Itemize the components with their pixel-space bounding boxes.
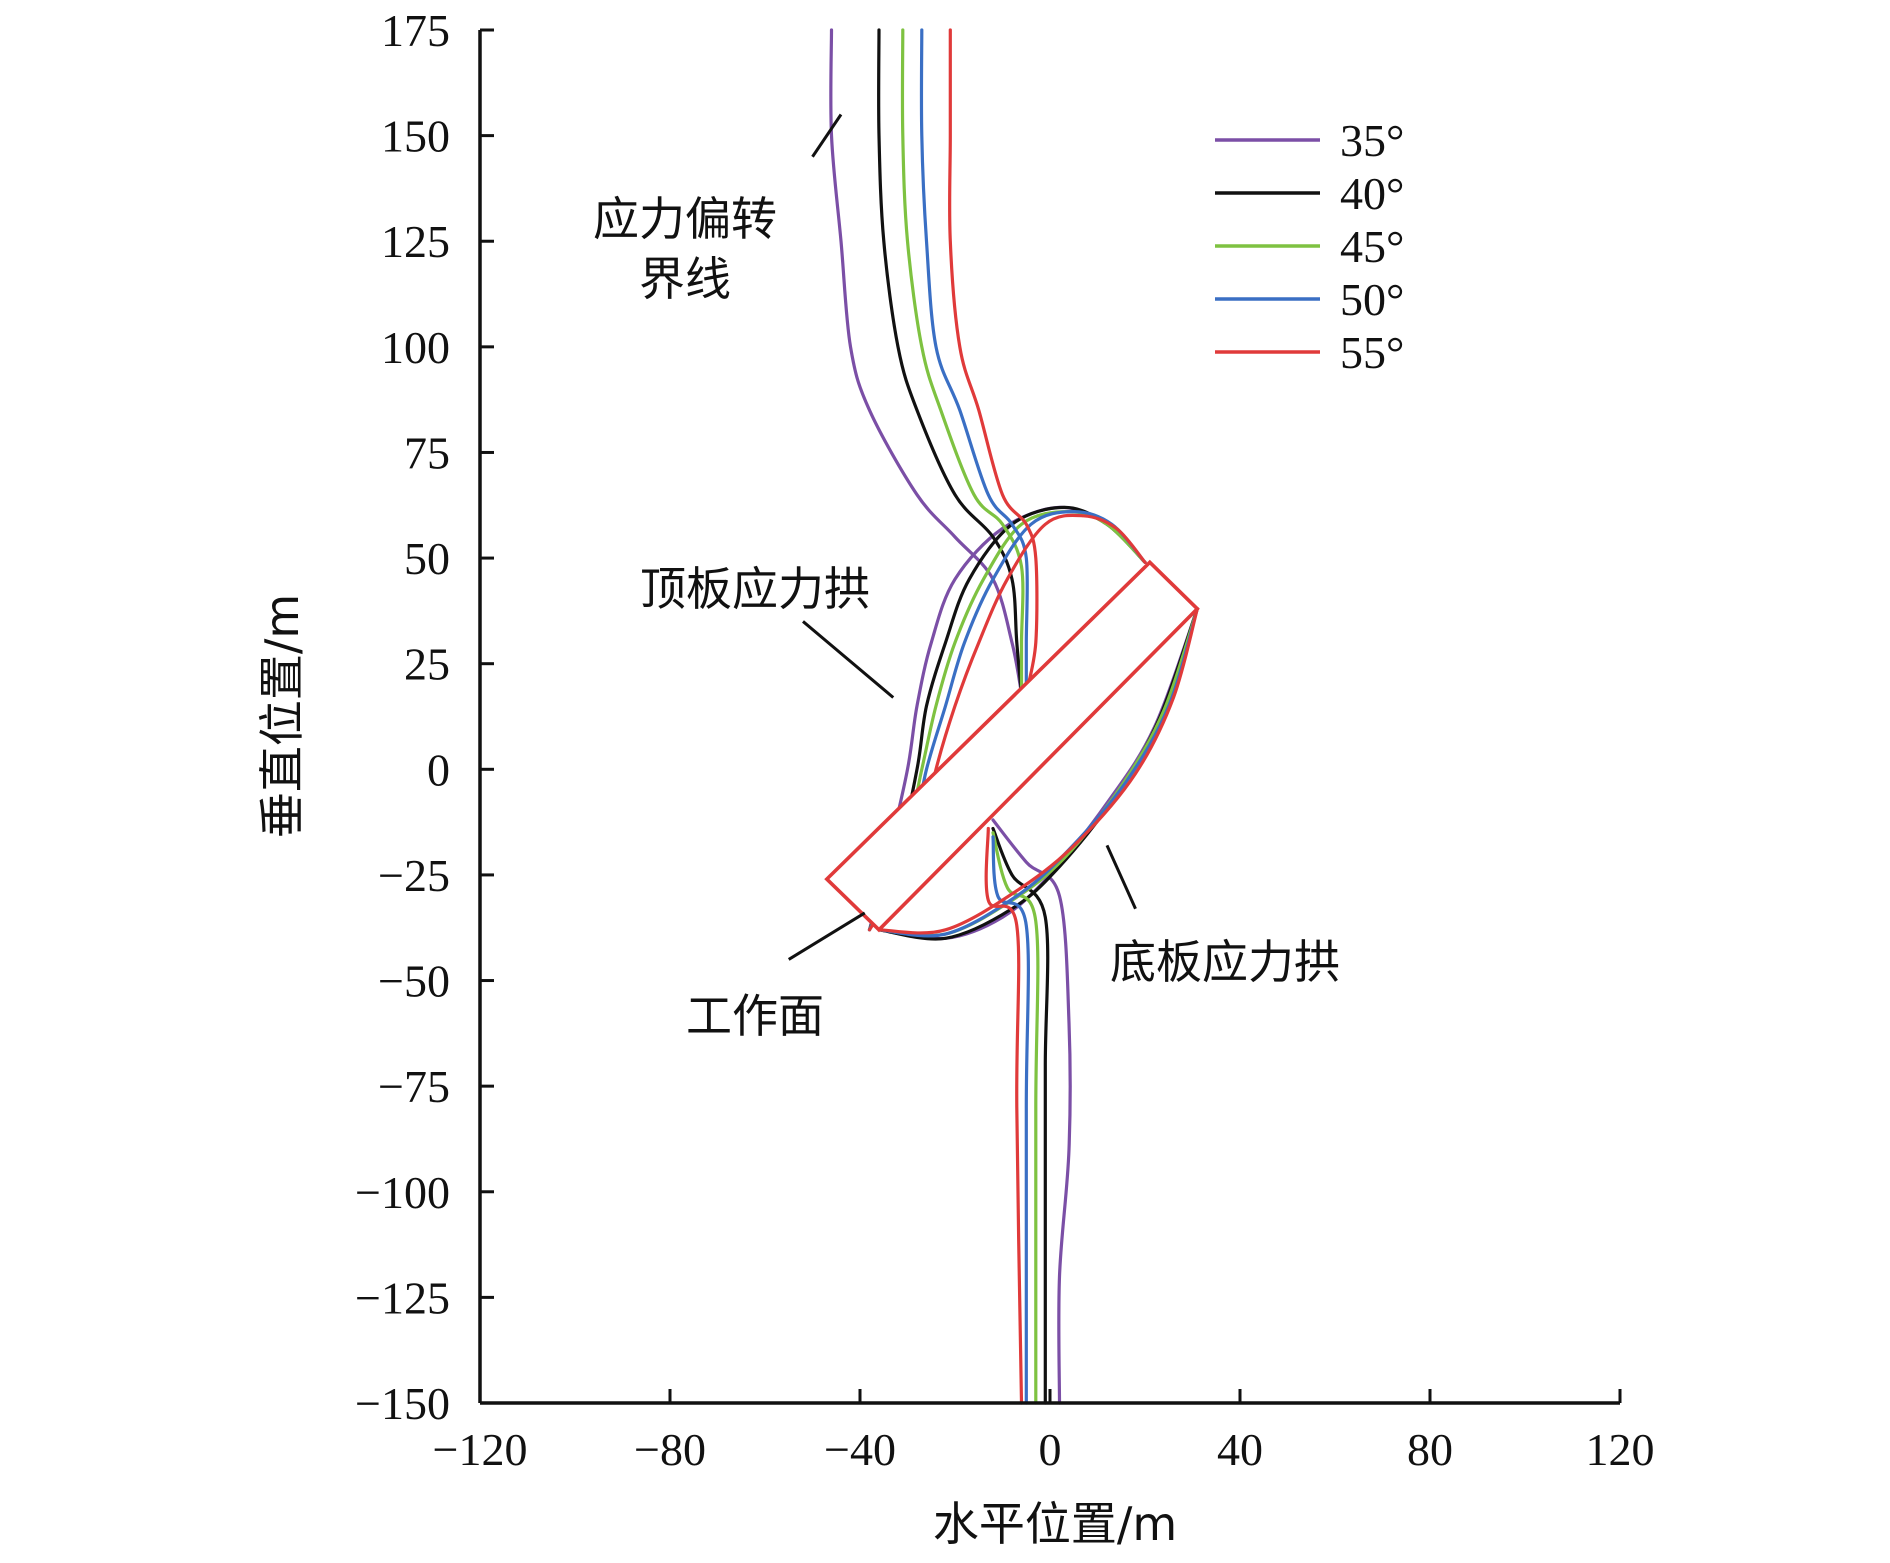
- series-1-boundary-lower: [991, 826, 1050, 1405]
- annotation-floor-arch-line: 底板应力拱: [1110, 935, 1340, 989]
- x-tick-label: 80: [1407, 1424, 1453, 1475]
- workface-group: [824, 559, 1200, 933]
- annotation-boundary-pointer: [811, 113, 843, 158]
- axes-group: 175 150 125 100 75 50 25 0 −25 −50 −75 −100 −125 −150…: [355, 5, 1654, 1475]
- legend: 35°40°45°50°55°: [1215, 115, 1404, 378]
- y-tick-label: 125: [381, 216, 450, 267]
- series-4-boundary-lower: [984, 826, 1024, 1405]
- y-tick-label: −150: [355, 1378, 450, 1429]
- annotation-boundary: 应力偏转界线: [593, 192, 777, 306]
- y-tick-label: −25: [378, 850, 450, 901]
- x-tick-label: 120: [1586, 1424, 1655, 1475]
- annotation-boundary-line: 界线: [639, 252, 731, 306]
- legend-label-3: 50°: [1340, 274, 1404, 325]
- y-tick-label: −50: [378, 956, 450, 1007]
- x-tick-label: 0: [1039, 1424, 1062, 1475]
- y-tick-label: −100: [355, 1167, 450, 1218]
- annotation-roof-arch: 顶板应力拱: [640, 562, 870, 616]
- annotation-floor-arch-pointer: [1105, 844, 1137, 910]
- y-tick-label: −125: [355, 1272, 450, 1323]
- y-tick-label: 75: [404, 427, 450, 478]
- workface-rect: [824, 559, 1200, 933]
- annotation-boundary-line: 应力偏转: [593, 192, 777, 246]
- y-axis-label: 垂直位置/m: [255, 594, 309, 838]
- legend-label-1: 40°: [1340, 168, 1404, 219]
- series-0-boundary-lower: [991, 818, 1072, 1405]
- x-tick-label: −120: [433, 1424, 528, 1475]
- y-tick-label: 25: [404, 639, 450, 690]
- y-tick-label: 50: [404, 533, 450, 584]
- legend-label-4: 55°: [1340, 327, 1404, 378]
- series-1-boundary-line: [877, 28, 1024, 695]
- x-tick-label: −80: [634, 1424, 706, 1475]
- y-tick-label: 100: [381, 322, 450, 373]
- x-tick-label: −40: [824, 1424, 896, 1475]
- y-tick-label: 150: [381, 111, 450, 162]
- series-4-floor-arch: [877, 607, 1199, 935]
- series-2-boundary-line: [900, 28, 1025, 695]
- x-tick-label: 40: [1217, 1424, 1263, 1475]
- annotation-workface: 工作面: [686, 989, 824, 1043]
- x-axis-label: 水平位置/m: [933, 1497, 1177, 1551]
- annotation-roof-arch-pointer: [802, 620, 895, 699]
- series-3-boundary-lower: [991, 835, 1030, 1405]
- legend-label-0: 35°: [1340, 115, 1404, 166]
- y-tick-label: 175: [381, 5, 450, 56]
- annotation-roof-arch-line: 顶板应力拱: [640, 562, 870, 616]
- series-0-boundary-line: [829, 28, 1024, 695]
- legend-label-2: 45°: [1340, 221, 1404, 272]
- series-4-boundary-line: [947, 28, 1039, 695]
- y-tick-label: 0: [427, 744, 450, 795]
- annotation-floor-arch: 底板应力拱: [1110, 935, 1340, 989]
- annotation-workface-line: 工作面: [686, 989, 824, 1043]
- series-3-boundary-line: [919, 28, 1029, 695]
- y-tick-label: −75: [378, 1061, 450, 1112]
- series-2-boundary-lower: [991, 831, 1040, 1405]
- annotation-workface-pointer: [787, 911, 866, 961]
